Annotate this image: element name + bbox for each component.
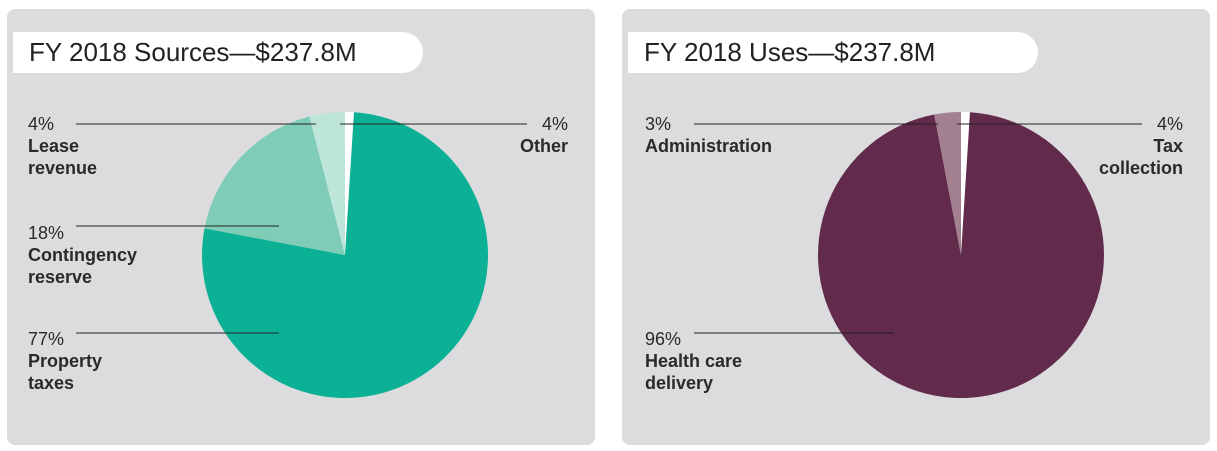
pct-administration: 3% bbox=[645, 114, 672, 134]
uses-pie-chart bbox=[694, 112, 1142, 399]
name-property-taxes-line1: Property bbox=[28, 351, 103, 371]
name-property-taxes-line2: taxes bbox=[28, 373, 75, 393]
label-other: 4% Other bbox=[520, 113, 568, 157]
name-contingency-reserve-line2: reserve bbox=[28, 267, 93, 287]
sources-panel: FY 2018 Sources—$237.8M 4% Lease revenue… bbox=[7, 9, 595, 445]
label-tax-collection: 4% Tax collection bbox=[1099, 113, 1183, 179]
sources-chart-title: FY 2018 Sources—$237.8M bbox=[13, 32, 423, 73]
pct-other: 4% bbox=[541, 114, 568, 134]
pct-health-care-delivery: 96% bbox=[645, 329, 682, 349]
name-administration: Administration bbox=[645, 136, 773, 156]
label-property-taxes: 77% Property taxes bbox=[28, 328, 102, 394]
label-contingency-reserve: 18% Contingency reserve bbox=[28, 222, 137, 288]
slice-lease-revenue bbox=[309, 112, 345, 255]
name-tax-collection-line1: Tax bbox=[1153, 136, 1183, 156]
uses-chart-title: FY 2018 Uses—$237.8M bbox=[628, 32, 1038, 73]
slice-administration bbox=[934, 112, 961, 255]
slice-property-taxes bbox=[201, 112, 488, 399]
sources-pie-chart bbox=[76, 112, 527, 399]
name-other: Other bbox=[519, 136, 568, 156]
label-health-care-delivery: 96% Health care delivery bbox=[645, 328, 742, 394]
pct-contingency-reserve: 18% bbox=[28, 223, 65, 243]
slice-health-care-delivery bbox=[817, 112, 1104, 399]
name-lease-revenue-line1: Lease bbox=[28, 136, 80, 156]
slice-other bbox=[345, 112, 354, 255]
name-health-care-delivery-line1: Health care bbox=[645, 351, 743, 371]
name-lease-revenue-line2: revenue bbox=[28, 158, 98, 178]
pct-property-taxes: 77% bbox=[28, 329, 65, 349]
pct-lease-revenue: 4% bbox=[28, 114, 55, 134]
label-lease-revenue: 4% Lease revenue bbox=[28, 113, 97, 179]
label-administration: 3% Administration bbox=[645, 113, 772, 157]
name-contingency-reserve-line1: Contingency bbox=[28, 245, 138, 265]
pct-tax-collection: 4% bbox=[1156, 114, 1183, 134]
slice-contingency-reserve bbox=[204, 116, 345, 255]
name-tax-collection-line2: collection bbox=[1098, 158, 1183, 178]
name-health-care-delivery-line2: delivery bbox=[645, 373, 714, 393]
slice-tax-collection bbox=[961, 112, 970, 255]
uses-panel: FY 2018 Uses—$237.8M 3% Administration 4… bbox=[622, 9, 1210, 445]
